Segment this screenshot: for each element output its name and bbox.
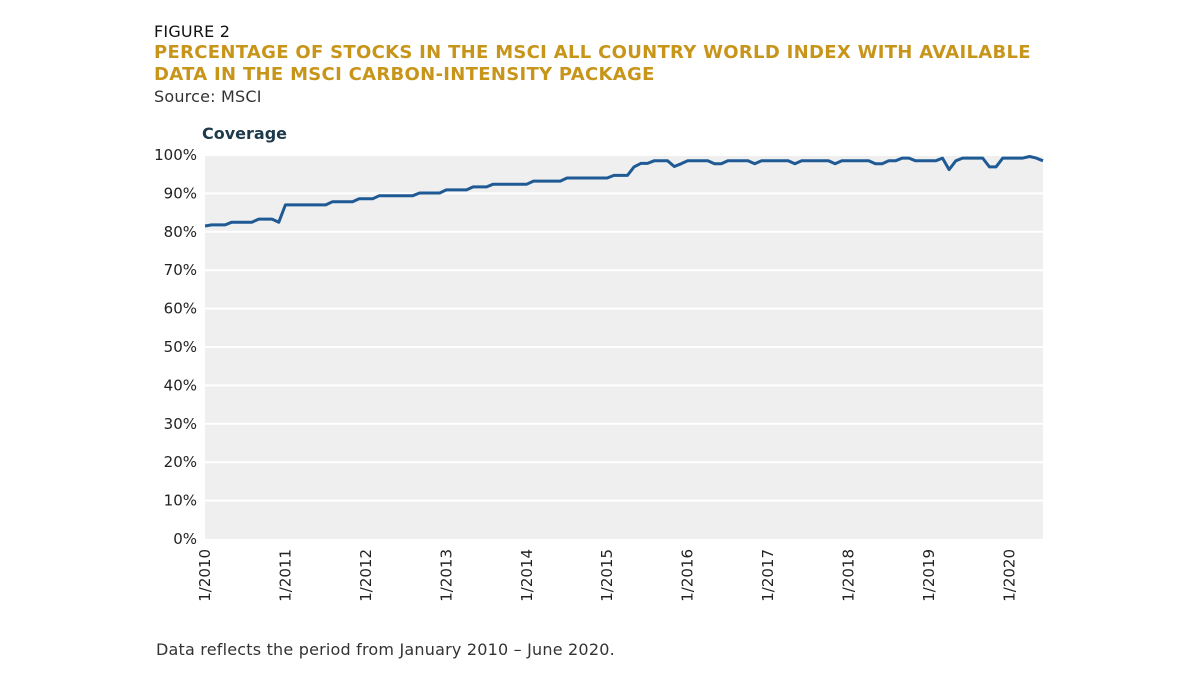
- x-tick-label: 1/2011: [276, 549, 294, 602]
- figure-title: PERCENTAGE OF STOCKS IN THE MSCI ALL COU…: [154, 42, 1031, 85]
- y-tick-labels: 0% 10% 20% 30% 40% 50% 60% 70% 80% 90% 100%: [154, 146, 197, 548]
- figure-label: FIGURE 2: [154, 22, 231, 41]
- y-tick-label: 20%: [164, 453, 197, 471]
- gridlines: [205, 154, 1043, 502]
- x-tick-labels: 1/2010 1/2011 1/2012 1/2013 1/2014 1/2015 1/20…: [196, 549, 1018, 602]
- y-tick-label: 80%: [164, 223, 197, 241]
- x-tick-label: 1/2013: [437, 549, 455, 602]
- series-layer: [204, 155, 1044, 228]
- y-tick-label: 70%: [164, 261, 197, 279]
- x-tick-label: 1/2018: [840, 549, 858, 602]
- figure-source: Source: MSCI: [154, 87, 262, 106]
- figure-note: Data reflects the period from January 20…: [156, 640, 615, 659]
- y-axis-title: Coverage: [202, 124, 287, 143]
- x-tick-label: 1/2010: [196, 549, 214, 602]
- x-tick-label: 1/2014: [518, 549, 536, 602]
- y-tick-label: 90%: [164, 184, 197, 202]
- x-tick-label: 1/2015: [598, 549, 616, 602]
- x-tick-label: 1/2019: [920, 549, 938, 602]
- x-tick-label: 1/2017: [759, 549, 777, 602]
- x-tick-label: 1/2020: [1000, 549, 1018, 602]
- x-tick-label: 1/2012: [357, 549, 375, 602]
- y-tick-label: 30%: [164, 415, 197, 433]
- y-tick-label: 100%: [154, 146, 197, 164]
- y-tick-label: 0%: [173, 530, 197, 548]
- y-tick-label: 40%: [164, 376, 197, 394]
- y-tick-label: 60%: [164, 300, 197, 318]
- x-tick-label: 1/2016: [679, 549, 697, 602]
- series-line-coverage: [204, 155, 1044, 228]
- y-tick-label: 10%: [164, 492, 197, 510]
- y-tick-label: 50%: [164, 338, 197, 356]
